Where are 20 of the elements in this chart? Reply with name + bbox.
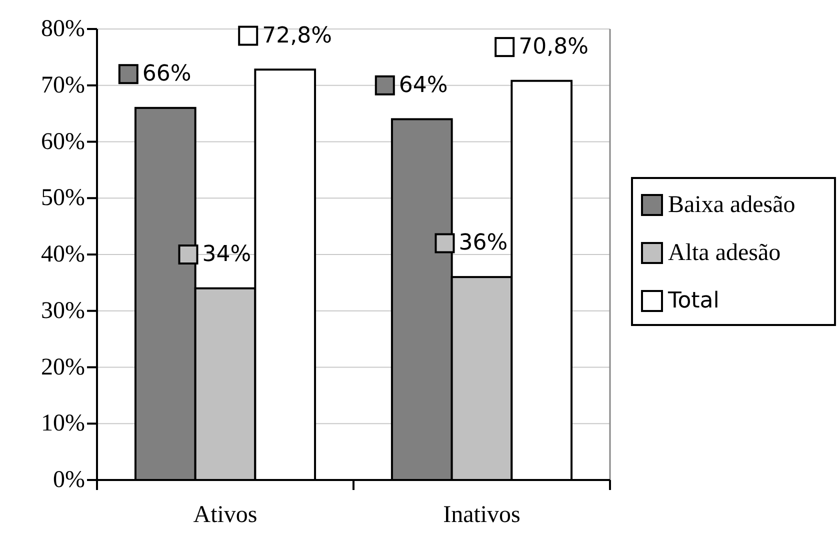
y-tick-label: 30% bbox=[41, 298, 85, 324]
y-tick-label: 50% bbox=[41, 185, 85, 212]
y-tick-label: 40% bbox=[41, 242, 85, 268]
data-label: 64% bbox=[398, 72, 448, 98]
legend-label: Baixa adesão bbox=[668, 192, 796, 218]
x-tick-label: Ativos bbox=[193, 502, 258, 528]
data-label: 72,8% bbox=[262, 23, 332, 48]
y-tick-label: 70% bbox=[41, 72, 85, 98]
data-label: 34% bbox=[202, 242, 252, 267]
y-tick-label: 80% bbox=[41, 16, 85, 42]
y-tick-label: 20% bbox=[41, 354, 85, 380]
y-tick-label: 0% bbox=[53, 467, 85, 493]
y-tick-label: 10% bbox=[41, 410, 85, 437]
data-label: 66% bbox=[142, 62, 192, 87]
data-label: 70,8% bbox=[518, 34, 588, 60]
x-tick-label: Inativos bbox=[443, 502, 520, 528]
y-tick-label: 60% bbox=[41, 128, 85, 155]
legend-label: Alta adesão bbox=[668, 240, 781, 266]
legend-label: Total bbox=[667, 288, 720, 314]
data-label: 36% bbox=[458, 230, 508, 256]
